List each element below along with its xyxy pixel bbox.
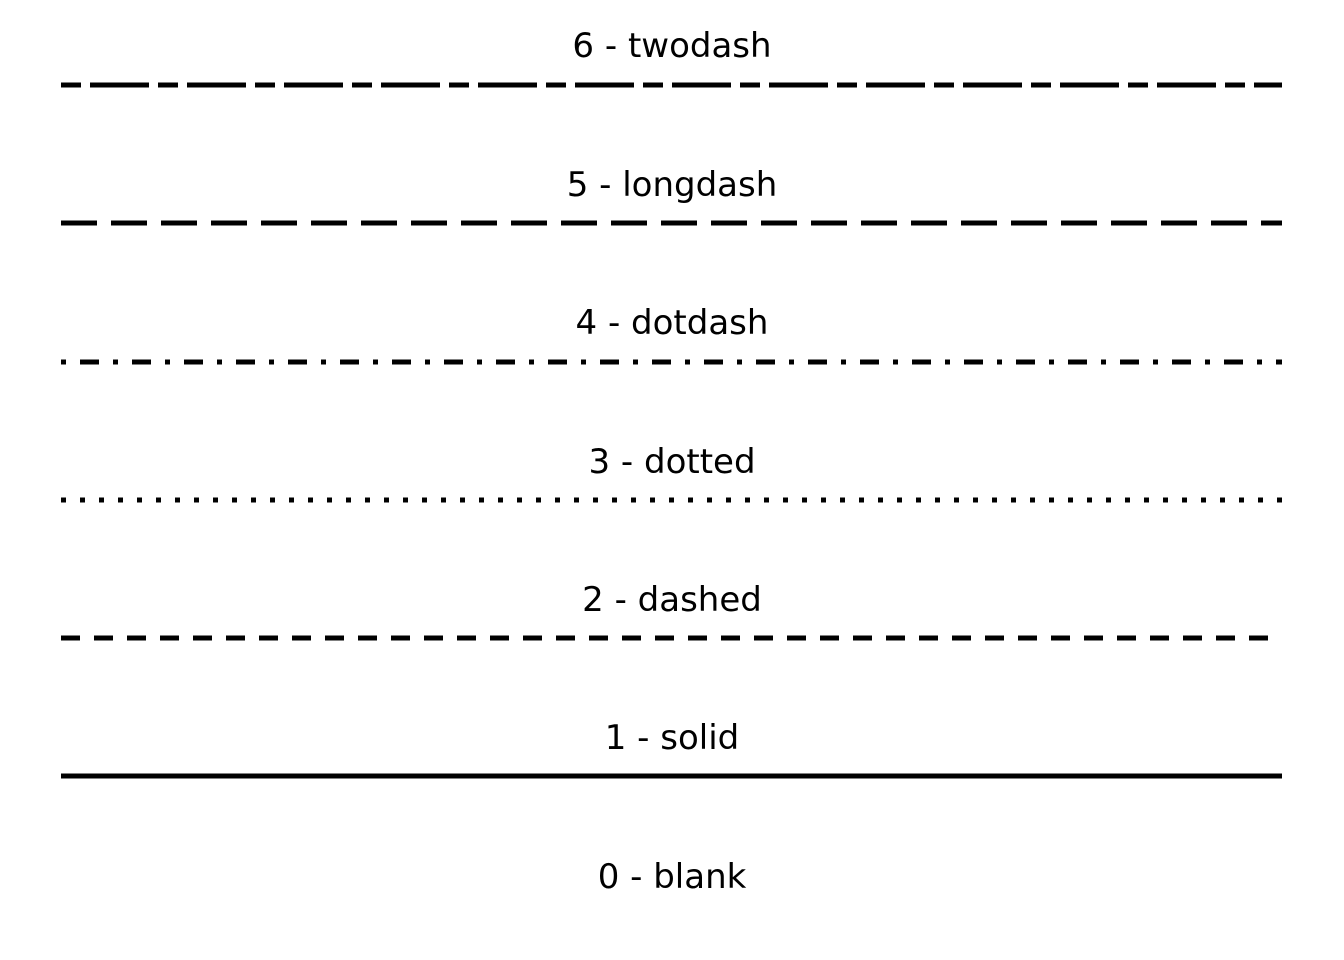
linetype-label-twodash: 6 - twodash <box>572 26 771 66</box>
linetype-row-twodash: 6 - twodash <box>61 26 1282 88</box>
linetype-row-solid: 1 - solid <box>61 718 1282 779</box>
linetype-label-dotdash: 4 - dotdash <box>576 303 769 343</box>
linetype-row-blank: 0 - blank <box>598 857 747 897</box>
linetype-row-dashed: 2 - dashed <box>61 580 1282 641</box>
linetype-label-dotted: 3 - dotted <box>588 442 755 482</box>
linetype-label-solid: 1 - solid <box>605 718 740 758</box>
linetype-label-blank: 0 - blank <box>598 857 747 897</box>
linetype-row-dotted: 3 - dotted <box>61 442 1282 503</box>
linetype-label-dashed: 2 - dashed <box>582 580 762 620</box>
linetype-label-longdash: 5 - longdash <box>567 165 778 205</box>
linetype-row-longdash: 5 - longdash <box>61 165 1282 226</box>
linetype-row-dotdash: 4 - dotdash <box>61 303 1282 365</box>
